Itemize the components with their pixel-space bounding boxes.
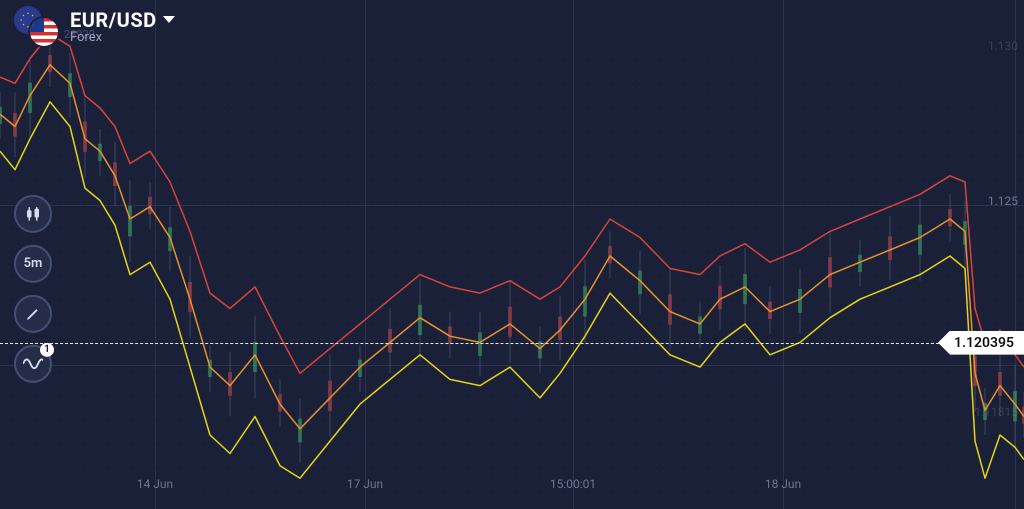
chevron-down-icon [163, 16, 175, 23]
wave-icon [23, 356, 43, 370]
y-axis-label: 1.130 [988, 39, 1018, 53]
y-axis-label: 1.11815 [974, 405, 1018, 419]
us-flag-icon [30, 18, 58, 46]
gridline-vertical [155, 0, 156, 509]
series-upper [0, 34, 1024, 373]
current-price-line [0, 343, 1024, 344]
current-price-tag: 1.120395 [938, 331, 1024, 355]
series-lower [0, 102, 1024, 478]
chart-toolbar: 5m 1 [14, 194, 52, 382]
gridline-vertical [783, 0, 784, 509]
indicator-count-badge: 1 [40, 342, 54, 356]
x-axis-label: 17 Jun [347, 477, 383, 491]
gridline-vertical [365, 0, 366, 509]
x-axis-label: 14 Jun [137, 477, 173, 491]
y-axis-label: 1.125 [988, 194, 1018, 208]
timeframe-label: 5m [24, 256, 43, 271]
pencil-icon [25, 305, 41, 321]
instrument-header[interactable]: EUR/USD Forex [14, 6, 175, 46]
currency-flags [14, 6, 58, 46]
gridline-vertical [1015, 0, 1016, 509]
gridline-horizontal [0, 205, 1024, 206]
chart-type-button[interactable] [14, 194, 52, 232]
series-mid [0, 65, 1024, 429]
instrument-pair: EUR/USD [70, 8, 157, 32]
current-price-value: 1.120395 [954, 335, 1014, 351]
instrument-category: Forex [70, 30, 175, 45]
gridline-horizontal [0, 365, 1024, 366]
gridline-vertical [573, 0, 574, 509]
draw-tools-button[interactable] [14, 294, 52, 332]
world-map-backdrop [0, 0, 1024, 509]
indicators-button[interactable]: 1 [14, 344, 52, 382]
candlestick-icon [24, 204, 42, 222]
price-chart[interactable] [0, 0, 1024, 509]
x-axis-label: 18 Jun [765, 477, 801, 491]
timeframe-button[interactable]: 5m [14, 244, 52, 282]
x-axis-label: 15:00:01 [550, 477, 596, 491]
